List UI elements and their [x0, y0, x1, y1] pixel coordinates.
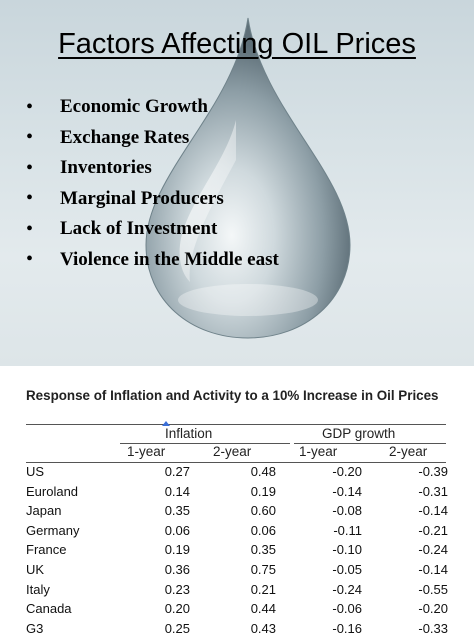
table-row: US 0.27 0.48 -0.20 -0.39 [0, 464, 474, 484]
cell-value: 0.36 [164, 562, 190, 577]
header-rule-inflation [120, 443, 290, 444]
cell-value: -0.20 [332, 464, 362, 479]
bullet-item: • Marginal Producers [26, 184, 279, 215]
bullet-item: • Economic Growth [26, 92, 279, 123]
table-row: Germany 0.06 0.06 -0.11 -0.21 [0, 523, 474, 543]
row-country: Euroland [26, 483, 79, 499]
bullet-icon: • [26, 187, 34, 210]
cell-value: 0.60 [250, 503, 276, 519]
cell-value: 0.06 [164, 522, 190, 538]
cell-value: -0.14 [418, 562, 448, 577]
header-rule-bottom [26, 462, 446, 463]
bullet-icon: • [26, 217, 34, 240]
cell-value: -0.31 [418, 483, 448, 499]
cell-value: -0.24 [418, 542, 448, 558]
row-country: Canada [26, 601, 72, 617]
group-header-inflation: Inflation [165, 426, 213, 441]
cell-value: -0.14 [332, 483, 362, 499]
row-country: Germany [26, 522, 80, 538]
cell-value: 0.06 [250, 522, 276, 538]
bullet-icon: • [26, 126, 34, 149]
group-header-gdp: GDP growth [322, 426, 396, 441]
slide-title: Factors Affecting OIL Prices [58, 28, 416, 60]
cell-value: 0.20 [164, 601, 190, 617]
cell-value: -0.08 [332, 503, 362, 519]
table-row: Japan 0.35 0.60 -0.08 -0.14 [0, 503, 474, 523]
cell-value: 0.25 [164, 620, 190, 636]
bullet-text: Marginal Producers [60, 187, 224, 209]
bullet-text: Inventories [60, 157, 152, 179]
bullet-item: • Inventories [26, 153, 279, 184]
cell-value: -0.14 [418, 503, 448, 519]
bullet-text: Lack of Investment [60, 218, 218, 240]
bullet-icon: • [26, 156, 34, 179]
cell-value: 0.19 [164, 542, 190, 558]
cell-value: -0.11 [333, 522, 362, 538]
cell-value: -0.20 [418, 601, 448, 617]
cell-value: 0.75 [250, 562, 276, 577]
cell-value: -0.24 [332, 581, 362, 597]
cell-value: -0.16 [332, 620, 362, 636]
cell-value: 0.35 [164, 503, 190, 519]
row-country: US [26, 464, 45, 479]
row-country: Japan [26, 503, 62, 519]
cell-value: -0.39 [418, 464, 448, 479]
header-rule-gdp [294, 443, 446, 444]
slide-panel: Factors Affecting OIL Prices • Economic G… [0, 0, 474, 366]
subheader: 1-year [127, 444, 166, 459]
cell-value: 0.35 [250, 542, 276, 558]
row-country: France [26, 542, 67, 558]
bullet-text: Economic Growth [60, 96, 208, 118]
bullet-list: • Economic Growth • Exchange Rates • Invent… [26, 92, 279, 275]
cell-value: 0.43 [250, 620, 276, 636]
table-row: Italy 0.23 0.21 -0.24 -0.55 [0, 582, 474, 602]
subheader: 2-year [389, 444, 428, 459]
subheader: 2-year [213, 444, 252, 459]
bullet-text: Exchange Rates [60, 126, 190, 148]
table-title: Response of Inflation and Activity to a … [26, 388, 439, 403]
cell-value: 0.21 [250, 581, 276, 597]
bullet-icon: • [26, 95, 34, 118]
cell-value: -0.21 [418, 522, 448, 538]
table-row: G3 0.25 0.43 -0.16 -0.33 [0, 621, 474, 640]
bullet-item: • Violence in the Middle east [26, 245, 279, 276]
cell-value: -0.05 [332, 562, 362, 577]
row-country: UK [26, 562, 45, 577]
cell-value: -0.10 [332, 542, 362, 558]
data-table: Response of Inflation and Activity to a … [0, 366, 474, 636]
triangle-marker-icon [162, 421, 170, 426]
cell-value: -0.33 [418, 620, 448, 636]
oil-drop-image [145, 17, 351, 339]
table-row: France 0.19 0.35 -0.10 -0.24 [0, 542, 474, 562]
cell-value: 0.44 [250, 601, 276, 617]
table-row: Canada 0.20 0.44 -0.06 -0.20 [0, 601, 474, 621]
bullet-text: Violence in the Middle east [60, 248, 279, 270]
cell-value: -0.06 [332, 601, 362, 617]
row-country: Italy [26, 581, 50, 597]
header-rule-top [26, 424, 446, 425]
bullet-item: • Exchange Rates [26, 123, 279, 154]
cell-value: -0.55 [418, 581, 448, 597]
cell-value: 0.14 [164, 483, 190, 499]
table-row: Euroland 0.14 0.19 -0.14 -0.31 [0, 484, 474, 504]
cell-value: 0.23 [164, 581, 190, 597]
row-country: G3 [26, 620, 44, 636]
table-row: UK 0.36 0.75 -0.05 -0.14 [0, 562, 474, 582]
cell-value: 0.19 [250, 483, 276, 499]
bullet-item: • Lack of Investment [26, 214, 279, 245]
bullet-icon: • [26, 248, 34, 271]
cell-value: 0.48 [250, 464, 276, 479]
cell-value: 0.27 [164, 464, 190, 479]
subheader: 1-year [299, 444, 338, 459]
